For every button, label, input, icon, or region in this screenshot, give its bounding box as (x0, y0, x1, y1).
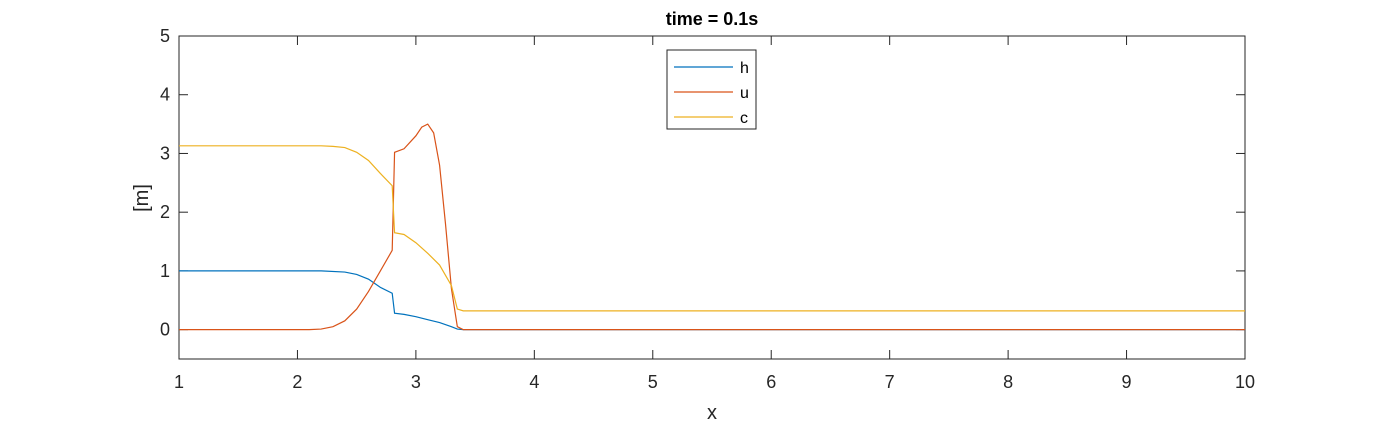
series-line-u (179, 123, 1245, 331)
x-tick-label: 10 (1235, 372, 1255, 392)
y-tick-label: 3 (160, 143, 170, 163)
y-tick-label: 1 (160, 261, 170, 281)
legend-label-c: c (740, 110, 748, 127)
x-tick-label: 9 (1122, 372, 1132, 392)
y-tick-label: 0 (160, 320, 170, 340)
x-tick-label: 2 (292, 372, 302, 392)
x-tick-label: 8 (1003, 372, 1013, 392)
legend-label-h: h (740, 60, 749, 77)
series-line-h (179, 270, 1245, 331)
x-tick-label: 5 (648, 372, 658, 392)
y-tick-label: 4 (160, 85, 170, 105)
series-lines (179, 123, 1245, 331)
x-tick-label: 4 (529, 372, 539, 392)
legend-entries: huc (674, 60, 749, 127)
x-tick-label: 3 (411, 372, 421, 392)
x-tick-label: 7 (885, 372, 895, 392)
tick-labels: 1 2 3 4 5 6 7 8 9 10 0 1 2 3 4 5 (160, 26, 1255, 392)
x-axis-label: x (707, 402, 717, 424)
y-tick-label: 5 (160, 26, 170, 46)
legend-box (666, 49, 757, 130)
x-tick-label: 6 (766, 372, 776, 392)
chart-title: time = 0.1s (666, 9, 759, 29)
y-axis-label: [m] (131, 184, 153, 212)
series-line-c (179, 145, 1245, 312)
y-tick-label: 2 (160, 202, 170, 222)
x-tick-label: 1 (174, 372, 184, 392)
legend-label-u: u (740, 85, 749, 102)
legend: huc (666, 49, 757, 130)
axis-ticks (178, 35, 1246, 359)
